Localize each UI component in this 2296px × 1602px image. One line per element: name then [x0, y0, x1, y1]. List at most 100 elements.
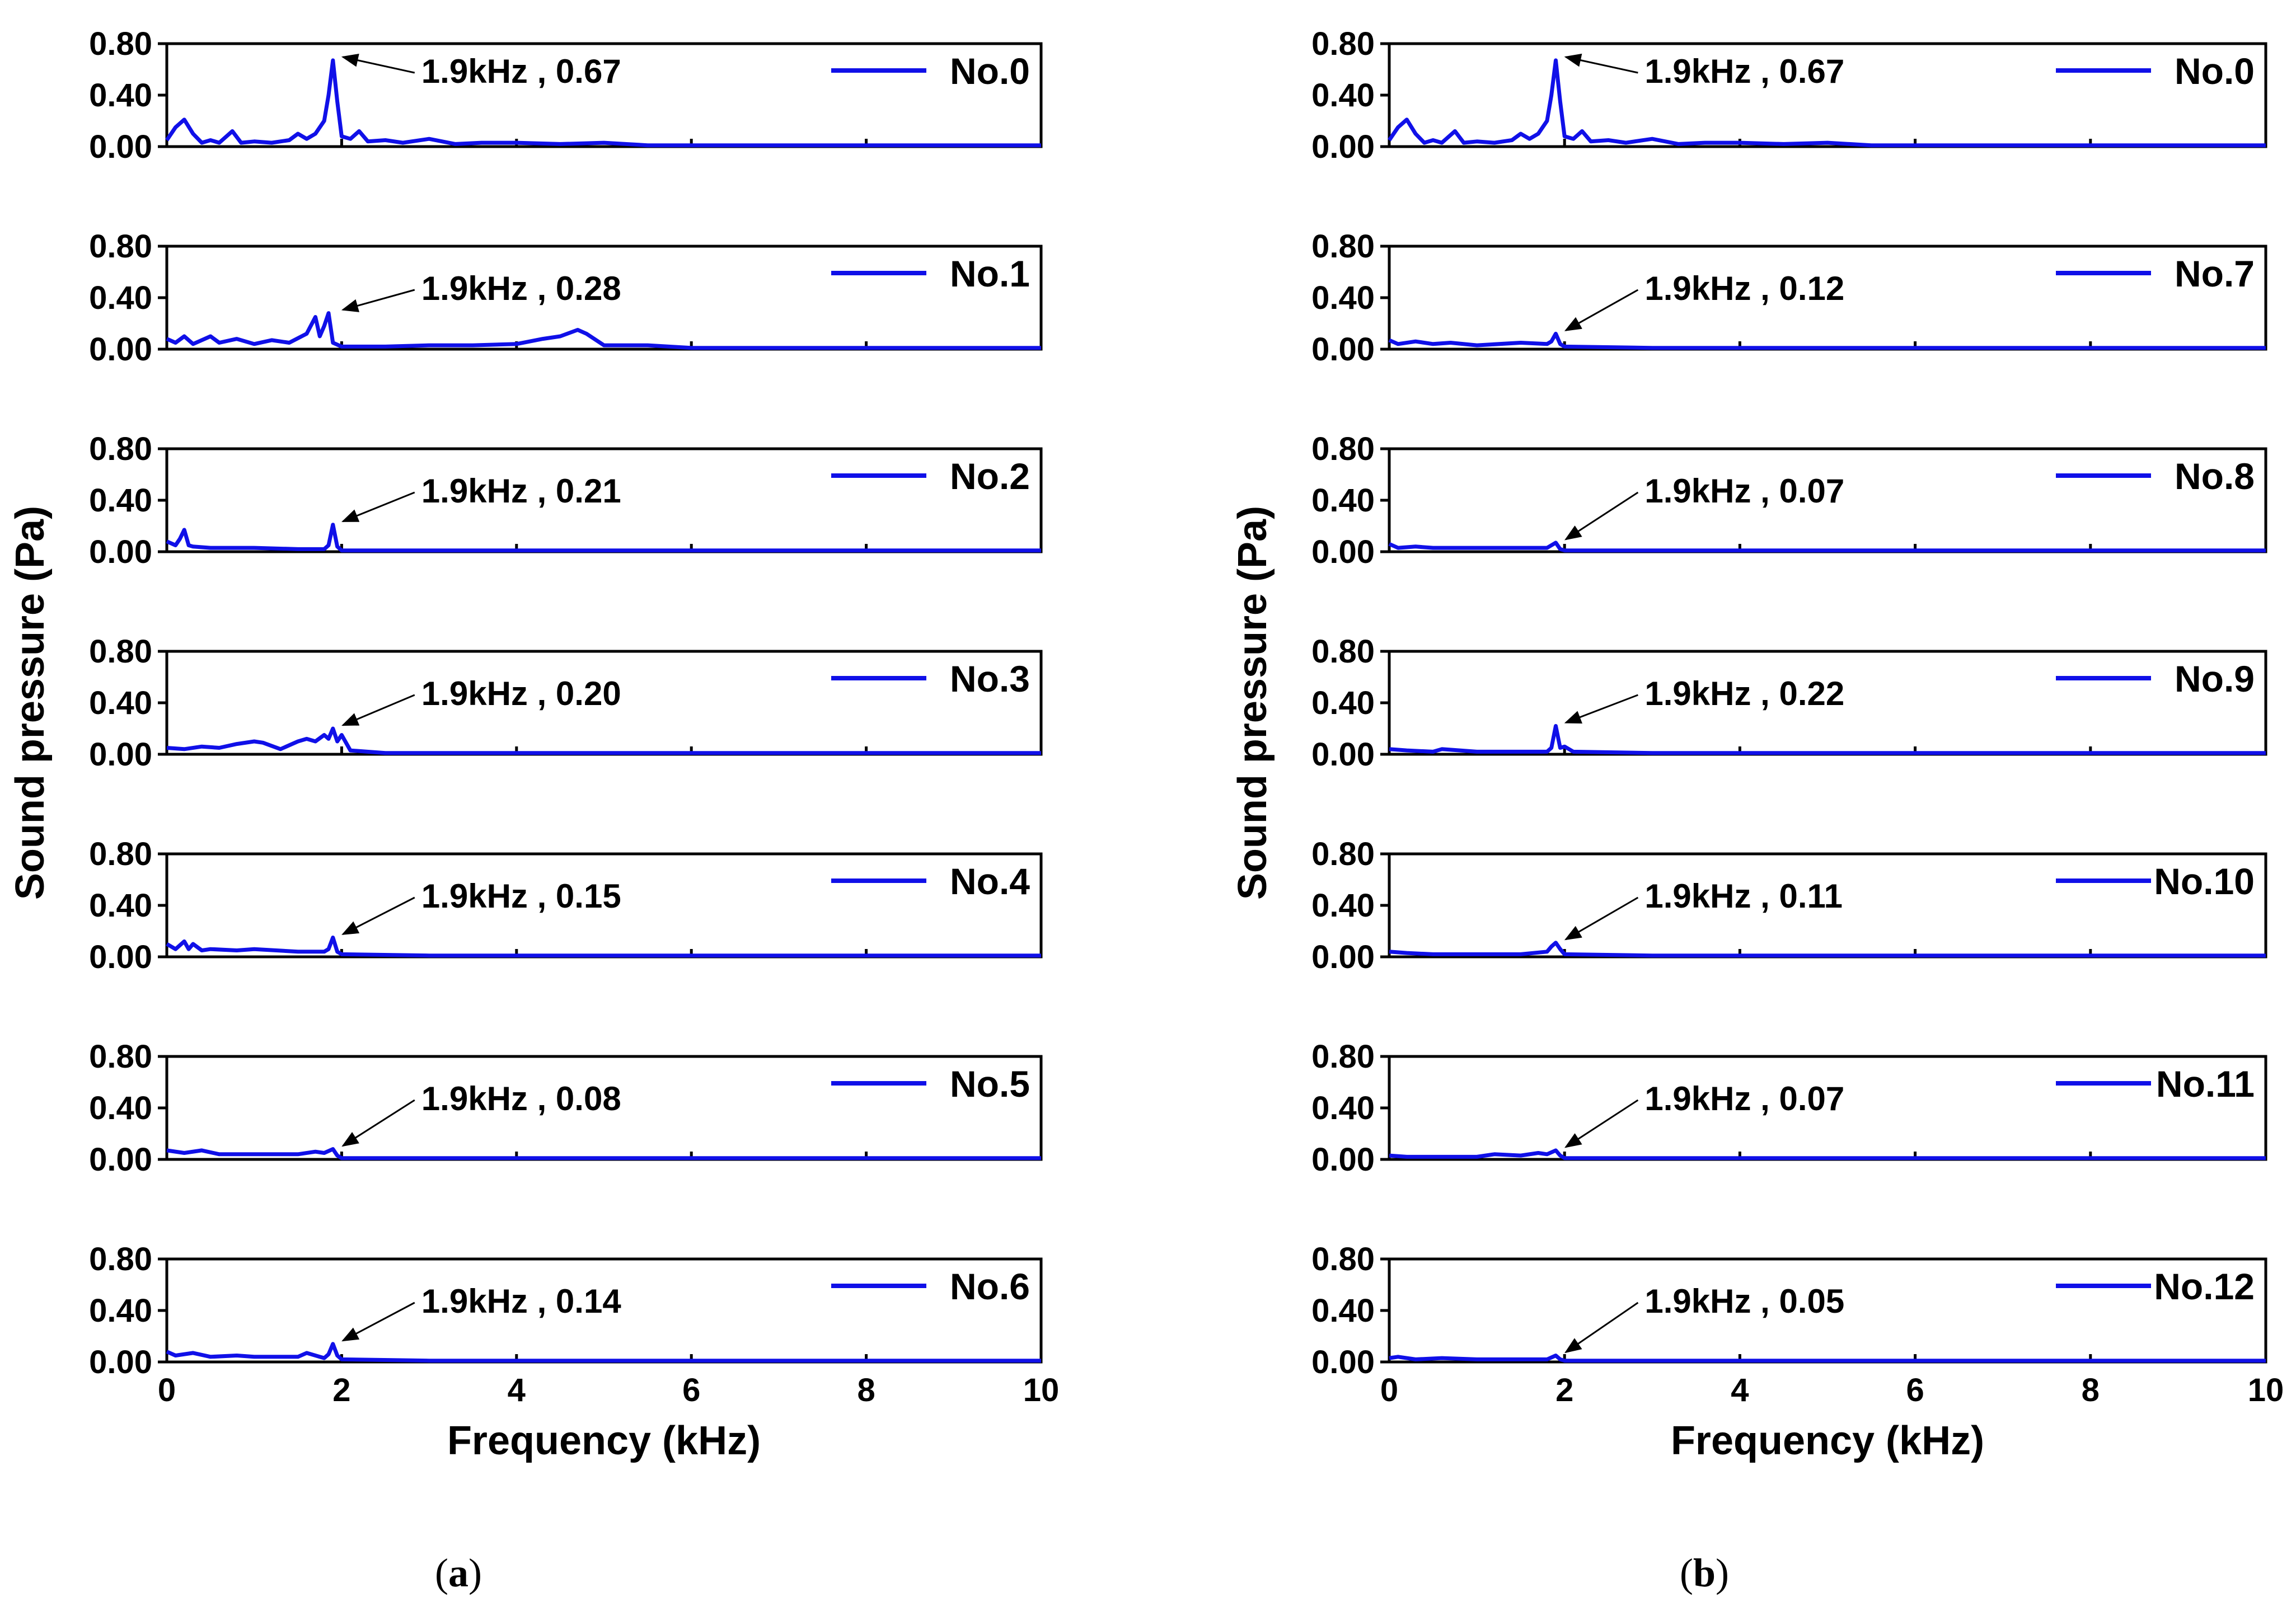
y-tick-label: 0.80 — [1311, 633, 1375, 670]
annotation-arrow — [1564, 694, 1638, 724]
y-tick-label: 0.00 — [89, 939, 152, 975]
y-tick-label: 0.00 — [1311, 129, 1375, 165]
x-tick-label: 0 — [1380, 1372, 1398, 1408]
y-tick-label: 0.80 — [89, 228, 152, 265]
subplot-no10: 0.00 0.40 0.80 No.10 1.9kHz , 0.11 — [1311, 836, 2267, 975]
series-line-No.2 — [166, 523, 1041, 553]
y-tick-label: 0.80 — [1311, 431, 1375, 467]
panel-label: (a) — [435, 1551, 482, 1595]
subplot-no8: 0.00 0.40 0.80 No.8 1.9kHz , 0.07 — [1311, 431, 2267, 570]
x-tick-label: 10 — [1023, 1372, 1060, 1408]
legend-label: No.0 — [2175, 50, 2255, 92]
series-line-No.6 — [166, 1342, 1041, 1363]
annotation-arrow — [341, 289, 415, 312]
y-tick-label: 0.00 — [1311, 1344, 1375, 1380]
peak-annotation: 1.9kHz , 0.20 — [421, 675, 621, 712]
series-line-No.4 — [166, 936, 1041, 958]
y-tick-label: 0.00 — [1311, 534, 1375, 570]
legend-label: No.1 — [950, 253, 1030, 294]
y-axis-title: Sound pressure (Pa) — [8, 506, 53, 900]
annotation-arrow — [1564, 896, 1639, 941]
subplot-no4: 0.00 0.40 0.80 No.4 1.9kHz , 0.15 — [89, 836, 1043, 975]
subplot-no2: 0.00 0.40 0.80 No.2 1.9kHz , 0.21 — [89, 431, 1043, 570]
y-tick-label: 0.80 — [1311, 1039, 1375, 1075]
series-line-No.0 — [1388, 58, 2266, 148]
annotation-arrow — [341, 1099, 415, 1147]
series-line-No.0 — [165, 58, 1041, 148]
annotation-arrow — [1564, 1302, 1639, 1354]
y-tick-label: 0.80 — [89, 1039, 152, 1075]
y-tick-label: 0.00 — [1311, 1141, 1375, 1178]
peak-annotation: 1.9kHz , 0.08 — [421, 1080, 621, 1117]
y-tick-label: 0.40 — [1311, 280, 1375, 316]
peak-annotation: 1.9kHz , 0.28 — [421, 270, 621, 307]
y-tick-label: 0.80 — [89, 836, 152, 872]
x-tick-label: 0 — [158, 1372, 176, 1408]
y-tick-label: 0.00 — [89, 129, 152, 165]
peak-annotation: 1.9kHz , 0.67 — [421, 53, 621, 90]
peak-annotation: 1.9kHz , 0.12 — [1644, 270, 1844, 307]
y-tick-label: 0.40 — [89, 887, 152, 924]
y-tick-label: 0.00 — [89, 534, 152, 570]
legend-label: No.5 — [950, 1063, 1030, 1105]
series-line-No.9 — [1389, 724, 2266, 755]
series-line-No.11 — [1389, 1148, 2266, 1161]
peak-annotation: 1.9kHz , 0.22 — [1644, 675, 1844, 712]
legend-label: No.12 — [2154, 1266, 2255, 1307]
panel-a: 0.00 0.40 0.80 No.0 1.9kHz , 0.67 0.00 0.40 0.8… — [8, 26, 1059, 1595]
annotation-arrow — [341, 491, 415, 523]
peak-annotation: 1.9kHz , 0.14 — [421, 1282, 622, 1320]
y-tick-label: 0.40 — [1311, 887, 1375, 924]
x-tick-label: 6 — [682, 1372, 700, 1408]
x-axis-title: Frequency (kHz) — [447, 1418, 761, 1463]
y-tick-label: 0.80 — [89, 431, 152, 467]
y-tick-label: 0.40 — [89, 482, 152, 519]
peak-annotation: 1.9kHz , 0.07 — [1644, 472, 1844, 510]
series-line-No.3 — [166, 726, 1041, 755]
y-tick-label: 0.40 — [1311, 685, 1375, 721]
annotation-arrow — [1564, 53, 1638, 74]
x-axis-title: Frequency (kHz) — [1671, 1418, 1984, 1463]
y-tick-label: 0.40 — [1311, 77, 1375, 114]
y-tick-label: 0.00 — [89, 1141, 152, 1178]
y-tick-label: 0.40 — [1311, 482, 1375, 519]
series-line-No.7 — [1388, 331, 2266, 350]
peak-annotation: 1.9kHz , 0.21 — [421, 472, 621, 510]
y-tick-label: 0.00 — [1311, 736, 1375, 773]
y-tick-label: 0.40 — [89, 1090, 152, 1126]
annotation-arrow — [341, 694, 415, 726]
legend-label: No.10 — [2154, 861, 2255, 902]
legend-label: No.2 — [950, 455, 1030, 497]
legend-label: No.0 — [950, 50, 1030, 92]
peak-annotation: 1.9kHz , 0.67 — [1644, 53, 1844, 90]
panel-label: (b) — [1680, 1551, 1729, 1595]
subplot-no6: 0.00 0.40 0.80 0 2 4 6 8 10 No.6 1.9kHz , 0.14 — [89, 1241, 1059, 1408]
legend-label: No.9 — [2175, 658, 2255, 699]
y-tick-label: 0.00 — [89, 331, 152, 368]
legend-label: No.3 — [950, 658, 1030, 699]
peak-annotation: 1.9kHz , 0.11 — [1644, 877, 1843, 915]
y-tick-label: 0.40 — [1311, 1293, 1375, 1329]
panel-b: 0.00 0.40 0.80 No.0 1.9kHz , 0.67 0.00 0.40 0.8… — [1230, 26, 2284, 1595]
subplot-no11: 0.00 0.40 0.80 No.11 1.9kHz , 0.07 — [1311, 1039, 2267, 1178]
y-tick-label: 0.00 — [1311, 939, 1375, 975]
series-line-No.1 — [166, 311, 1041, 350]
peak-annotation: 1.9kHz , 0.07 — [1644, 1080, 1844, 1117]
series-line-No.8 — [1388, 541, 2266, 553]
x-tick-label: 4 — [1731, 1372, 1749, 1408]
x-tick-label: 2 — [332, 1372, 350, 1408]
series-line-No.5 — [166, 1147, 1041, 1161]
annotation-arrow — [341, 1302, 415, 1342]
y-tick-label: 0.80 — [89, 633, 152, 670]
peak-annotation: 1.9kHz , 0.05 — [1644, 1282, 1844, 1320]
x-tick-label: 8 — [2082, 1372, 2100, 1408]
y-axis-title: Sound pressure (Pa) — [1230, 506, 1275, 900]
y-tick-label: 0.40 — [89, 1293, 152, 1329]
y-tick-label: 0.40 — [89, 280, 152, 316]
y-tick-label: 0.80 — [1311, 836, 1375, 872]
subplot-no0: 0.00 0.40 0.80 No.0 1.9kHz , 0.67 — [89, 26, 1043, 165]
subplot-no0: 0.00 0.40 0.80 No.0 1.9kHz , 0.67 — [1311, 26, 2267, 165]
y-tick-label: 0.40 — [1311, 1090, 1375, 1126]
subplot-no5: 0.00 0.40 0.80 No.5 1.9kHz , 0.08 — [89, 1039, 1043, 1178]
